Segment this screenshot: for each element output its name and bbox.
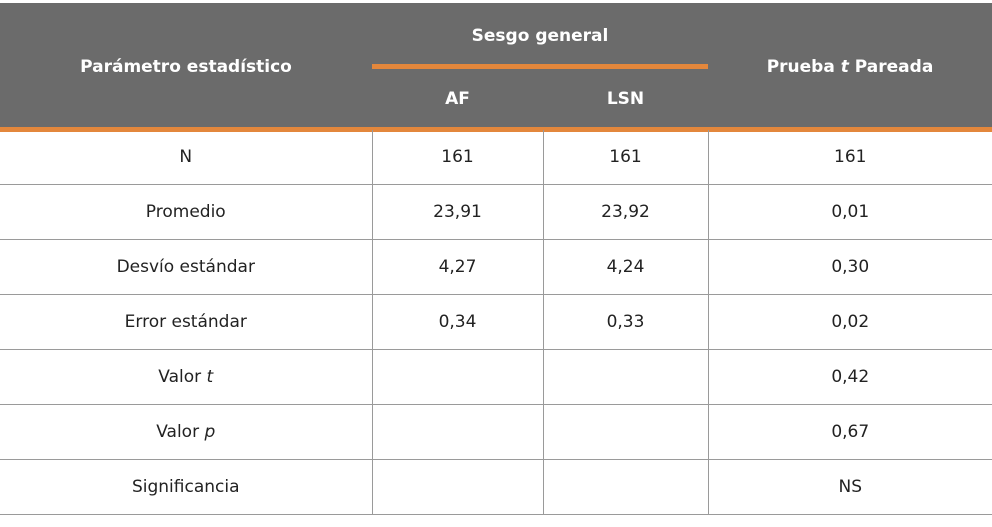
row-label: Valor <box>158 367 207 387</box>
lsn-value: 0,33 <box>606 312 645 332</box>
table-header: Parámetro estadístico Sesgo general AF L… <box>0 3 992 128</box>
af-value-cell: 4,27 <box>371 239 544 295</box>
af-value: 0,34 <box>438 312 477 332</box>
paired-value: 0,02 <box>831 312 870 332</box>
row-label-italic: p <box>204 422 216 442</box>
header-paired-pre: Prueba <box>766 57 841 77</box>
af-value-cell: 161 <box>371 130 544 185</box>
paired-value: 161 <box>834 147 867 167</box>
af-value: 161 <box>441 147 474 167</box>
table-row: Promedio 23,91 23,92 0,01 <box>0 184 992 240</box>
row-label: N <box>179 147 193 167</box>
row-label: Significancia <box>131 477 240 497</box>
row-label: Desvío estándar <box>116 257 255 277</box>
table-row: N 161 161 161 <box>0 130 992 185</box>
af-value-cell <box>371 349 544 405</box>
paired-value-cell: 0,42 <box>707 349 992 405</box>
header-lsn: LSN <box>606 89 645 109</box>
paired-value-cell: 0,01 <box>707 184 992 240</box>
paired-value-cell: 0,67 <box>707 404 992 460</box>
row-label-italic: t <box>206 367 214 387</box>
paired-value-cell: NS <box>707 459 992 515</box>
row-label-cell: Promedio <box>0 184 373 240</box>
row-label-cell: Significancia <box>0 459 373 515</box>
paired-value: 0,42 <box>831 367 870 387</box>
lsn-value: 4,24 <box>606 257 645 277</box>
lsn-value-cell: 23,92 <box>542 184 709 240</box>
lsn-value-cell <box>542 349 709 405</box>
paired-value-cell: 0,02 <box>707 294 992 350</box>
row-label: Error estándar <box>124 312 247 332</box>
af-value-cell: 23,91 <box>371 184 544 240</box>
paired-value-cell: 161 <box>707 130 992 185</box>
af-value-cell <box>371 459 544 515</box>
af-value-cell <box>371 404 544 460</box>
af-value: 23,91 <box>433 202 482 222</box>
af-value: 4,27 <box>438 257 477 277</box>
table-row: Desvío estándar 4,27 4,24 0,30 <box>0 239 992 295</box>
row-label-cell: Valor t <box>0 349 373 405</box>
stats-table-body: N 161 161 161 Promedio 23,91 23,92 0,01 Desvío e… <box>0 130 992 515</box>
row-label-cell: Desvío estándar <box>0 239 373 295</box>
lsn-value-cell: 161 <box>542 130 709 185</box>
lsn-value: 161 <box>609 147 642 167</box>
lsn-value: 23,92 <box>601 202 650 222</box>
lsn-value-cell: 4,24 <box>542 239 709 295</box>
table-row: Valor p 0,67 <box>0 404 992 460</box>
paired-value-cell: 0,30 <box>707 239 992 295</box>
row-label-cell: Valor p <box>0 404 373 460</box>
af-value-cell: 0,34 <box>371 294 544 350</box>
row-label-cell: N <box>0 130 373 185</box>
lsn-value-cell <box>542 459 709 515</box>
row-label: Valor <box>156 422 205 442</box>
group-underline <box>372 64 708 69</box>
header-paired: Prueba t Pareada <box>708 57 992 77</box>
table-row: Significancia NS <box>0 459 992 515</box>
paired-value: NS <box>838 477 862 497</box>
header-paired-t: t <box>840 57 849 77</box>
paired-value: 0,67 <box>831 422 870 442</box>
paired-value: 0,01 <box>831 202 870 222</box>
header-paired-post: Pareada <box>848 57 934 77</box>
paired-value: 0,30 <box>831 257 870 277</box>
lsn-value-cell: 0,33 <box>542 294 709 350</box>
header-bottom-rule <box>0 127 992 132</box>
header-group: Sesgo general <box>471 26 609 46</box>
lsn-value-cell <box>542 404 709 460</box>
row-label-cell: Error estándar <box>0 294 373 350</box>
table-row: Error estándar 0,34 0,33 0,02 <box>0 294 992 350</box>
header-af: AF <box>445 89 470 109</box>
header-param: Parámetro estadístico <box>80 57 292 77</box>
row-label: Promedio <box>145 202 226 222</box>
table-row: Valor t 0,42 <box>0 349 992 405</box>
